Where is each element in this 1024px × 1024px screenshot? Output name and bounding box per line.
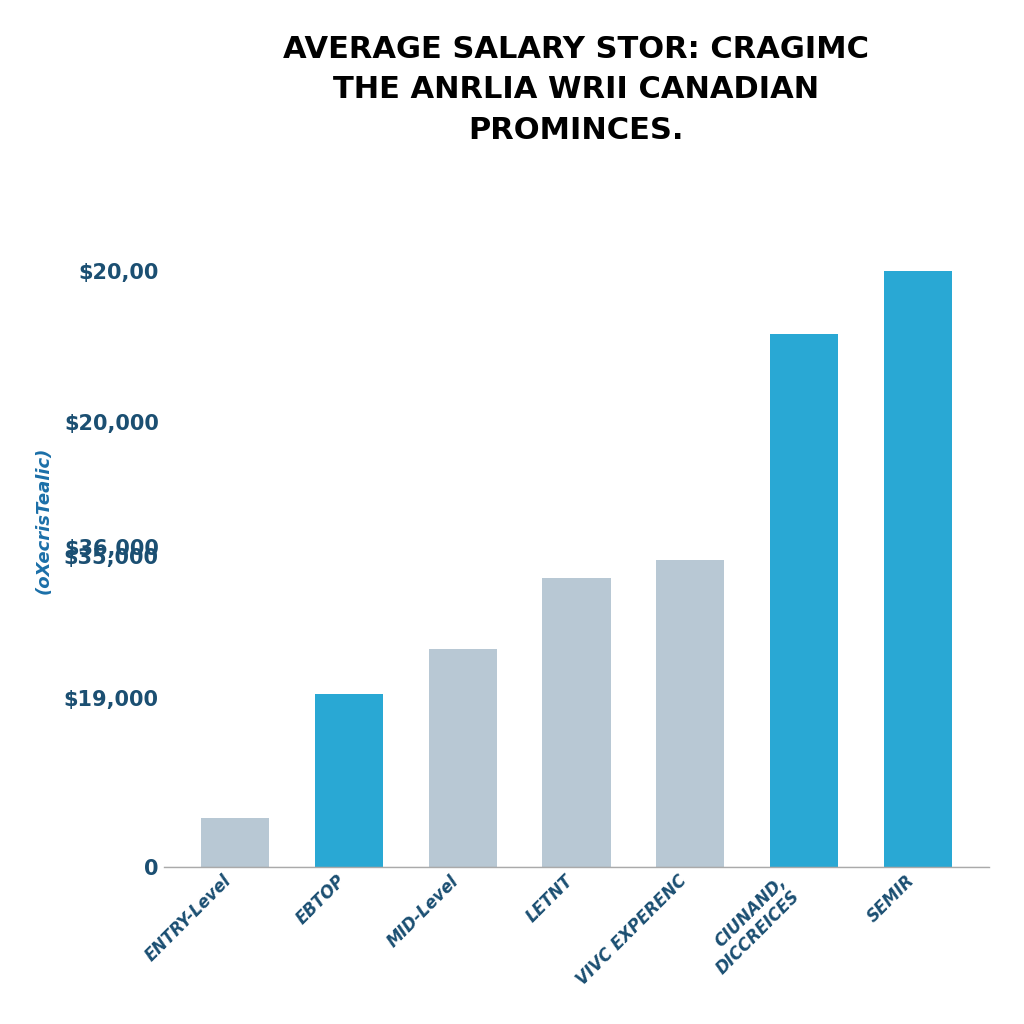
Bar [543, 579, 610, 867]
Bar [884, 271, 951, 867]
Bar [656, 560, 724, 867]
Title: AVERAGE SALARY STOR: CRAGIMC
THE ANRLIA WRII CANADIAN
PROMINCES.: AVERAGE SALARY STOR: CRAGIMC THE ANRLIA … [284, 35, 869, 144]
Bar [202, 818, 269, 867]
Y-axis label: (oXecrisTealic): (oXecrisTealic) [35, 446, 52, 594]
Bar [770, 334, 838, 867]
Bar [315, 693, 383, 867]
Bar [429, 649, 497, 867]
